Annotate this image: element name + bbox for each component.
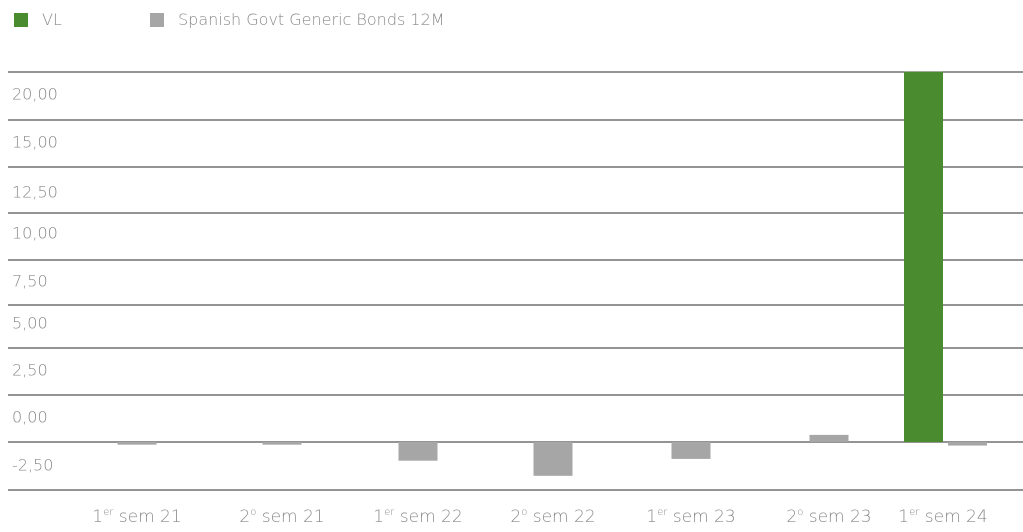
bar-spanish-bonds <box>533 442 573 476</box>
y-tick-label: 12,50 <box>12 183 58 202</box>
x-category-label: 1er sem 23 <box>646 507 735 527</box>
bar-spanish-bonds <box>117 442 157 445</box>
y-tick-label: 10,00 <box>12 224 58 243</box>
y-tick-label: 20,00 <box>12 85 58 104</box>
x-category-label: 2o sem 21 <box>239 507 324 527</box>
bar-vl <box>904 71 943 442</box>
x-category-label: 2o sem 22 <box>510 507 595 527</box>
bar-spanish-bonds <box>948 442 987 446</box>
legend-label-vl: VL <box>42 10 62 29</box>
x-category-label: 1er sem 22 <box>373 507 462 527</box>
y-axis-tick-labels: -2,50 0,00 2,50 5,00 7,50 10,00 12,50 15,00 20,0… <box>12 85 58 475</box>
bar-spanish-bonds <box>398 442 438 461</box>
y-tick-label: 2,50 <box>12 361 48 380</box>
bar-spanish-bonds <box>809 434 849 442</box>
bar-spanish-bonds <box>262 442 302 445</box>
y-tick-label: 0,00 <box>12 408 48 427</box>
y-tick-label: -2,50 <box>12 456 53 475</box>
legend-swatch-spanish-bonds <box>150 12 164 27</box>
x-category-label: 1er sem 24 <box>898 507 987 527</box>
grid-lines <box>8 71 1023 491</box>
legend-swatch-vl <box>14 12 28 27</box>
legend-item-spanish-bonds: Spanish Govt Generic Bonds 12M <box>150 10 445 29</box>
y-tick-label: 5,00 <box>12 314 48 333</box>
bars <box>117 71 987 476</box>
x-category-label: 1er sem 21 <box>92 507 181 527</box>
legend-item-vl: VL <box>14 10 62 29</box>
bar-spanish-bonds <box>671 442 711 459</box>
y-tick-label: 15,00 <box>12 133 58 152</box>
x-category-label: 2o sem 23 <box>786 507 871 527</box>
y-tick-label: 7,50 <box>12 272 48 291</box>
x-axis-category-labels: 1er sem 21 2o sem 21 1er sem 22 2o sem 22 1e… <box>92 507 987 527</box>
legend-label-spanish-bonds: Spanish Govt Generic Bonds 12M <box>178 10 445 29</box>
